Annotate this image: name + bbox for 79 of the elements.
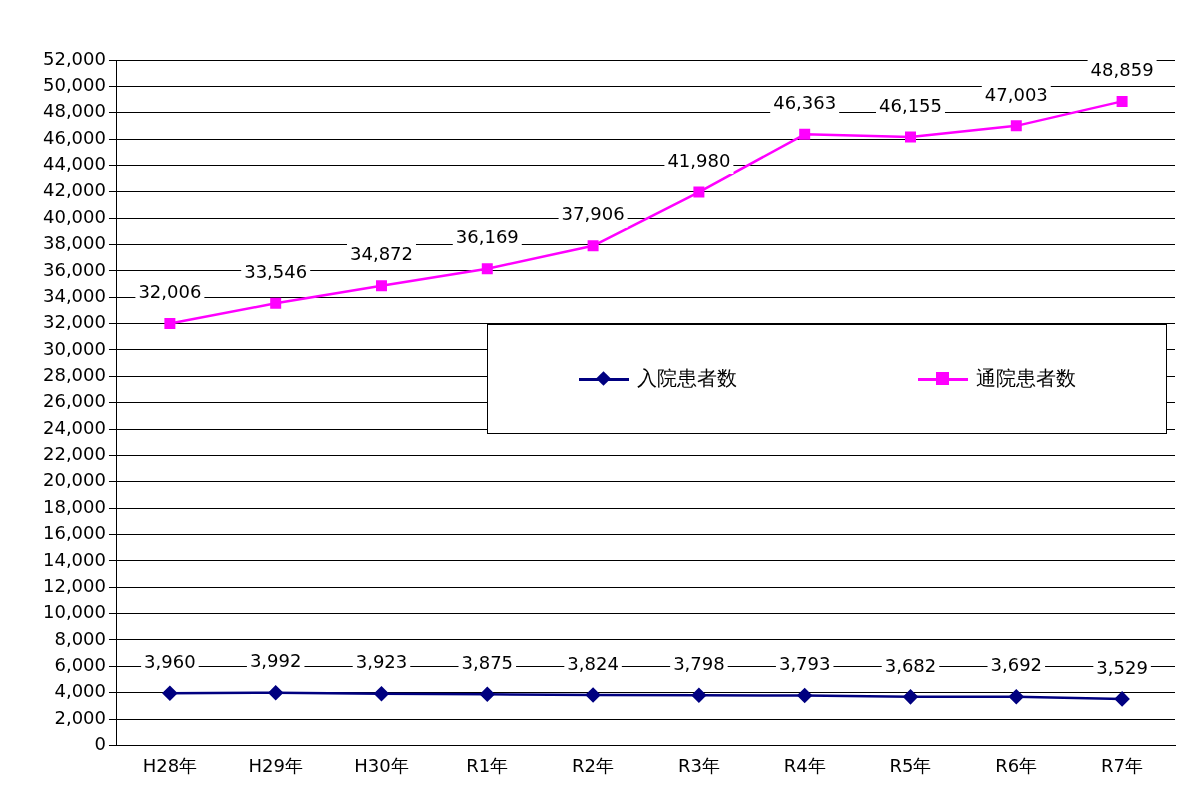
point bbox=[693, 186, 705, 198]
y-tick-label: 0 bbox=[94, 733, 106, 755]
point bbox=[1009, 689, 1024, 704]
x-tick-label: H30年 bbox=[354, 754, 409, 776]
y-tick-label: 38,000 bbox=[43, 232, 106, 254]
point bbox=[375, 280, 387, 292]
x-tick-label: H29年 bbox=[248, 754, 303, 776]
data-label: 37,906 bbox=[561, 203, 625, 225]
y-tick-label: 46,000 bbox=[43, 126, 106, 148]
y-tick-label: 22,000 bbox=[43, 443, 106, 465]
x-tick-label: R6年 bbox=[995, 754, 1038, 776]
data-label: 36,169 bbox=[455, 226, 519, 248]
data-label: 3,824 bbox=[567, 652, 619, 674]
point bbox=[905, 131, 916, 143]
y-tick-label: 20,000 bbox=[43, 469, 106, 491]
point bbox=[480, 687, 495, 702]
point bbox=[268, 685, 283, 701]
point bbox=[162, 685, 178, 701]
point bbox=[585, 687, 601, 703]
data-label: 3,992 bbox=[249, 650, 302, 672]
y-tick-label: 4,000 bbox=[54, 680, 106, 702]
point bbox=[587, 240, 599, 252]
y-tick-label: 6,000 bbox=[54, 653, 106, 675]
data-label: 32,006 bbox=[138, 281, 202, 303]
data-label: 3,793 bbox=[778, 653, 831, 675]
data-label: 33,546 bbox=[244, 260, 308, 282]
y-tick-label: 50,000 bbox=[43, 74, 106, 96]
x-tick-label: R7年 bbox=[1101, 754, 1144, 776]
y-tick-label: 28,000 bbox=[43, 364, 106, 386]
point bbox=[1010, 120, 1022, 132]
y-tick-label: 16,000 bbox=[43, 522, 106, 544]
point bbox=[1116, 95, 1128, 107]
y-tick-label: 52,000 bbox=[43, 47, 106, 69]
x-tick-label: R5年 bbox=[889, 754, 932, 776]
y-tick-label: 30,000 bbox=[43, 337, 106, 359]
y-tick-label: 2,000 bbox=[54, 706, 106, 728]
y-tick-label: 12,000 bbox=[43, 574, 106, 596]
data-label: 3,923 bbox=[355, 651, 408, 673]
point bbox=[1114, 691, 1130, 707]
x-tick-label: H28年 bbox=[142, 754, 198, 776]
y-tick-label: 34,000 bbox=[43, 284, 106, 306]
data-label: 3,798 bbox=[673, 653, 725, 675]
x-tick-label: R1年 bbox=[466, 754, 509, 776]
y-tick-label: 26,000 bbox=[43, 390, 106, 412]
data-label: 46,155 bbox=[879, 94, 942, 116]
y-tick-label: 36,000 bbox=[43, 258, 106, 280]
data-label: 47,003 bbox=[984, 83, 1048, 105]
x-tick-label: R2年 bbox=[572, 754, 615, 776]
data-label: 3,692 bbox=[990, 654, 1043, 676]
x-tick-label: R3年 bbox=[677, 754, 720, 776]
point bbox=[164, 318, 176, 330]
legend-label: 通院患者数 bbox=[975, 365, 1076, 393]
data-label: 3,875 bbox=[461, 652, 514, 673]
data-label: 48,859 bbox=[1090, 59, 1154, 81]
data-label: 3,682 bbox=[884, 654, 937, 676]
y-tick-label: 44,000 bbox=[43, 153, 106, 175]
point bbox=[691, 688, 707, 703]
point bbox=[374, 686, 389, 701]
y-tick-label: 42,000 bbox=[43, 179, 106, 201]
data-label: 46,363 bbox=[773, 91, 837, 113]
y-tick-label: 18,000 bbox=[43, 495, 106, 517]
point bbox=[481, 263, 493, 275]
data-label: 34,872 bbox=[349, 243, 413, 265]
point bbox=[797, 688, 812, 703]
y-tick-label: 24,000 bbox=[43, 416, 106, 438]
y-tick-label: 10,000 bbox=[43, 601, 106, 623]
data-label: 41,980 bbox=[667, 149, 731, 171]
y-tick-label: 48,000 bbox=[43, 100, 106, 122]
x-tick-label: R4年 bbox=[783, 754, 826, 776]
data-label: 3,529 bbox=[1096, 656, 1148, 678]
y-tick-label: 32,000 bbox=[43, 311, 106, 333]
point bbox=[903, 689, 918, 705]
y-tick-label: 8,000 bbox=[54, 627, 106, 649]
y-tick-label: 14,000 bbox=[43, 548, 106, 570]
point bbox=[270, 297, 282, 309]
point bbox=[799, 128, 811, 140]
legend-label: 入院患者数 bbox=[636, 365, 737, 393]
data-label: 3,960 bbox=[144, 650, 196, 672]
y-tick-label: 40,000 bbox=[43, 205, 106, 227]
